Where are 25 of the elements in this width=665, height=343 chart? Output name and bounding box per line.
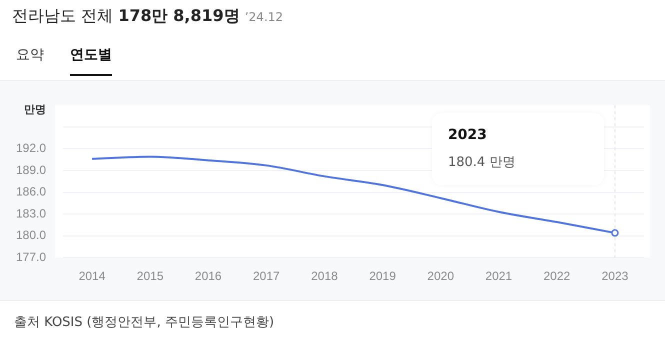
- text: ’24.12: [244, 10, 284, 24]
- y-tick-label: 183.0: [16, 206, 46, 220]
- x-tick-label: 2021: [485, 269, 512, 284]
- y-tick-label: 186.0: [16, 184, 46, 199]
- y-tick-label: 177.0: [16, 250, 46, 264]
- x-tick-label: 2019: [369, 269, 396, 284]
- tooltip-card: 2023 180.4 만명: [432, 113, 604, 186]
- x-tick-label: 2014: [78, 269, 106, 284]
- x-tick-label: 2020: [427, 269, 454, 284]
- chart-subtitle: 178만 8,819명: [118, 6, 240, 25]
- text: 연도별: [70, 46, 112, 76]
- y-tick-label: 192.0: [16, 141, 46, 156]
- annotation: 2023 180.4 만명: [448, 127, 516, 172]
- text: 요약: [16, 46, 44, 64]
- x-tick-label: 2022: [544, 269, 571, 284]
- x-tick-label: 2018: [311, 269, 338, 284]
- y-axis-title: 만명: [24, 103, 46, 116]
- x-tick-label: 2017: [253, 269, 280, 284]
- chart-title: 전라남도 전체: [12, 6, 114, 25]
- x-tick-label: 2015: [136, 269, 164, 284]
- y-tick-label: 180.0: [16, 228, 46, 242]
- x-tick-label: 2016: [194, 269, 222, 284]
- source-note: 출처 KOSIS (행정안전부, 주민등록인구현황): [14, 314, 274, 331]
- y-tick-label: 189.0: [16, 162, 46, 177]
- x-tick-label: 2023: [602, 269, 629, 284]
